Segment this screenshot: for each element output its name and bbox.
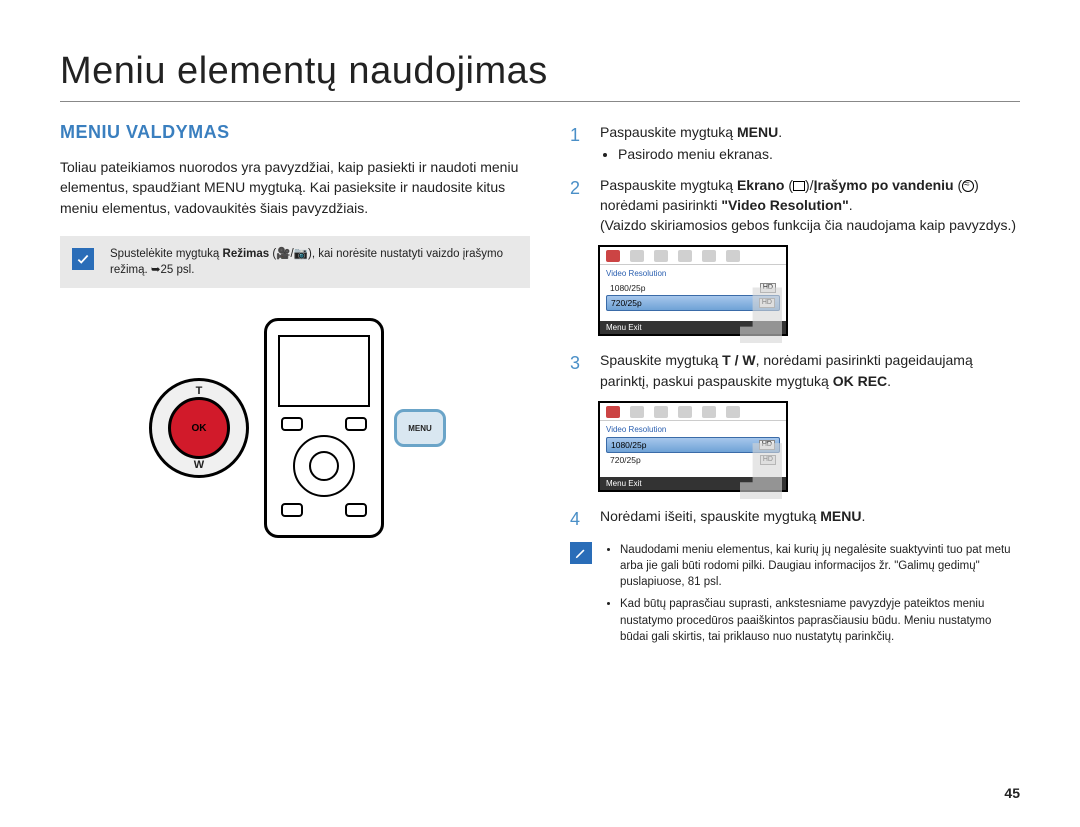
step4-b: MENU bbox=[820, 508, 861, 524]
note-item: Naudodami meniu elementus, kai kurių jų … bbox=[620, 542, 1020, 590]
tab-icon bbox=[654, 406, 668, 418]
tab-icon bbox=[654, 250, 668, 262]
divider bbox=[60, 101, 1020, 102]
page-title: Meniu elementų naudojimas bbox=[60, 50, 1020, 93]
ok-pad: T OK W bbox=[144, 373, 254, 483]
section-heading: MENIU VALDYMAS bbox=[60, 122, 530, 143]
step4-a: Norėdami išeiti, spauskite mygtuką bbox=[600, 508, 820, 524]
page-number: 45 bbox=[1004, 785, 1020, 801]
step1-bullet: Pasirodo meniu ekranas. bbox=[618, 144, 1020, 164]
step-number: 1 bbox=[570, 122, 588, 165]
tab-icon bbox=[630, 406, 644, 418]
ok-button: OK bbox=[168, 397, 230, 459]
step2-b: Ekrano bbox=[737, 177, 784, 193]
underwater-icon bbox=[962, 180, 974, 192]
step2-g: (Vaizdo skiriamosios gebos funkcija čia … bbox=[600, 217, 1016, 233]
ms-title: Video Resolution bbox=[606, 269, 780, 278]
step-number: 3 bbox=[570, 350, 588, 391]
ms-title: Video Resolution bbox=[606, 425, 780, 434]
intro-text: Toliau pateikiamos nuorodos yra pavyzdži… bbox=[60, 157, 530, 218]
cam-dpad bbox=[293, 435, 355, 497]
step1-b: MENU bbox=[737, 124, 778, 140]
tab-icon bbox=[726, 250, 740, 262]
step3-d: OK REC bbox=[833, 373, 887, 389]
t-label: T bbox=[196, 385, 203, 397]
check-icon bbox=[72, 248, 94, 270]
menu-button: MENU bbox=[394, 409, 446, 447]
tab-icon bbox=[702, 406, 716, 418]
cam-small-btn bbox=[281, 503, 303, 517]
cam-small-btn bbox=[345, 503, 367, 517]
camera-outline bbox=[264, 318, 384, 538]
step2-c: Įrašymo po vandeniu bbox=[814, 177, 954, 193]
tab-icon bbox=[678, 250, 692, 262]
step3-b: T / W bbox=[722, 352, 755, 368]
w-label: W bbox=[194, 459, 204, 471]
step3-a: Spauskite mygtuką bbox=[600, 352, 722, 368]
step4-c: . bbox=[861, 508, 865, 524]
mini-screen-2: Video Resolution 1080/25pHD 720/25pHD Me… bbox=[598, 401, 788, 492]
ms-iconbar bbox=[600, 403, 786, 421]
mini-screen-1: Video Resolution 1080/25pHD 720/25pHD Me… bbox=[598, 245, 788, 336]
step2-a: Paspauskite mygtuką bbox=[600, 177, 737, 193]
cam-small-btn bbox=[345, 417, 367, 431]
tab-icon bbox=[606, 250, 620, 262]
cam-screen bbox=[278, 335, 370, 407]
step-number: 2 bbox=[570, 175, 588, 236]
step-number: 4 bbox=[570, 506, 588, 532]
step1-a: Paspauskite mygtuką bbox=[600, 124, 737, 140]
pencil-icon bbox=[570, 542, 592, 564]
screen-icon bbox=[793, 181, 805, 191]
step2-d: norėdami pasirinkti bbox=[600, 197, 721, 213]
note-text-a: Spustelėkite mygtuką bbox=[110, 248, 223, 260]
ms-iconbar bbox=[600, 247, 786, 265]
tab-icon bbox=[702, 250, 716, 262]
tab-icon bbox=[630, 250, 644, 262]
step2-f: . bbox=[849, 197, 853, 213]
tab-icon bbox=[678, 406, 692, 418]
tab-icon bbox=[726, 406, 740, 418]
tab-icon bbox=[606, 406, 620, 418]
step2-e: "Video Resolution" bbox=[721, 197, 848, 213]
note-item: Kad būtų paprasčiau suprasti, ankstesnia… bbox=[620, 596, 1020, 644]
note-box: Spustelėkite mygtuką Režimas (🎥/📷), kai … bbox=[60, 236, 530, 288]
notes-block: Naudodami meniu elementus, kai kurių jų … bbox=[570, 542, 1020, 651]
device-illustration: T OK W bbox=[60, 318, 530, 538]
cam-small-btn bbox=[281, 417, 303, 431]
note-bold: Režimas bbox=[223, 248, 270, 260]
step1-c: . bbox=[778, 124, 782, 140]
step3-e: . bbox=[887, 373, 891, 389]
